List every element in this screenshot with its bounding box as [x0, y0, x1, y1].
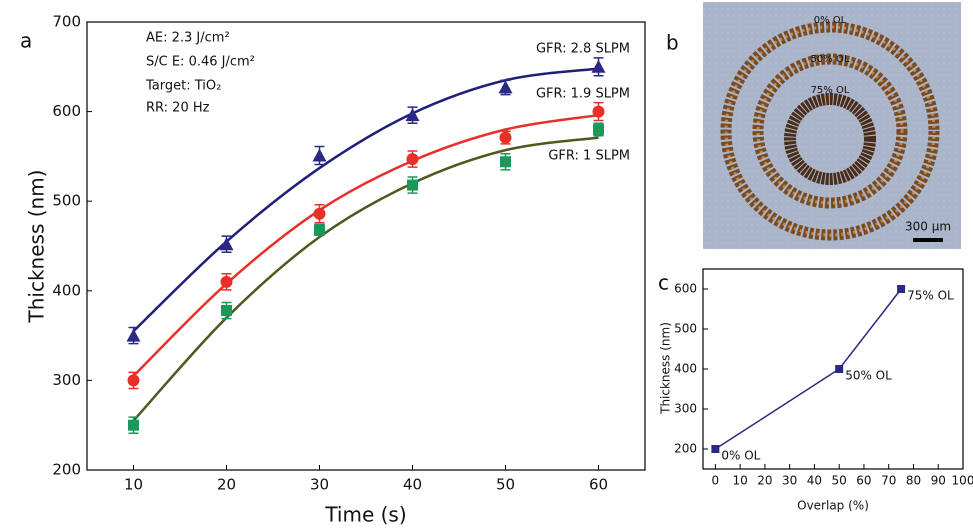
annotation: Target: TiO₂ — [145, 79, 221, 94]
series-label: GFR: 1 SLPM — [548, 149, 630, 164]
x-tick-label: 60 — [856, 474, 871, 488]
panel-label: a — [20, 29, 32, 53]
ring — [756, 57, 904, 205]
annotation: RR: 20 Hz — [146, 101, 210, 116]
marker — [500, 156, 511, 168]
marker — [126, 328, 141, 342]
x-tick-label: 100 — [952, 474, 973, 488]
x-tick-label: 40 — [807, 474, 822, 488]
marker — [498, 80, 513, 94]
y-tick-label: 200 — [52, 461, 81, 479]
x-axis-title: Overlap (%) — [797, 499, 869, 513]
marker — [593, 124, 604, 136]
panel-label: c — [658, 271, 669, 295]
x-tick-label: 50 — [496, 476, 515, 494]
plot-frame — [86, 21, 646, 471]
y-tick-label: 200 — [674, 442, 697, 456]
scale-bar — [913, 238, 943, 242]
x-tick-label: 90 — [931, 474, 946, 488]
y-tick-label: 600 — [52, 102, 81, 120]
x-tick-label: 20 — [757, 474, 772, 488]
marker — [219, 237, 234, 251]
point-label: 0% OL — [721, 449, 760, 463]
marker — [127, 374, 140, 387]
marker — [314, 224, 325, 236]
marker — [407, 179, 418, 191]
series-label: GFR: 1.9 SLPM — [536, 87, 630, 102]
ring-label: 50% OL — [811, 54, 850, 65]
x-tick-label: 10 — [124, 476, 143, 494]
x-tick-label: 10 — [733, 474, 748, 488]
y-tick-label: 700 — [52, 13, 81, 31]
marker — [312, 148, 327, 162]
panel-label: b — [666, 31, 679, 55]
marker — [313, 207, 326, 220]
x-tick-label: 50 — [832, 474, 847, 488]
fit-curve — [132, 136, 599, 422]
ring — [724, 25, 936, 237]
marker — [405, 108, 420, 122]
y-tick-label: 600 — [674, 282, 697, 296]
series-label: GFR: 2.8 SLPM — [536, 42, 630, 57]
y-tick-label: 500 — [52, 192, 81, 210]
x-tick-label: 30 — [782, 474, 797, 488]
point-label: 75% OL — [907, 289, 954, 303]
annotation: S/C E: 0.46 J/cm² — [146, 55, 255, 70]
micrograph — [703, 2, 961, 249]
marker — [406, 153, 419, 166]
marker — [592, 105, 605, 118]
point-label: 50% OL — [845, 369, 892, 383]
ring-label: 0% OL — [814, 15, 847, 26]
x-tick-label: 0 — [712, 474, 720, 488]
marker — [711, 445, 720, 453]
marker — [897, 285, 906, 293]
marker — [220, 275, 233, 288]
x-tick-label: 60 — [589, 476, 608, 494]
y-axis-title: Thickness (nm) — [25, 170, 49, 324]
marker — [128, 419, 139, 431]
marker — [221, 305, 232, 317]
annotation: AE: 2.3 J/cm² — [146, 31, 230, 46]
x-tick-label: 40 — [403, 476, 422, 494]
marker — [591, 59, 606, 73]
y-tick-label: 300 — [674, 402, 697, 416]
fit-curve — [132, 113, 599, 377]
marker — [835, 365, 844, 373]
x-tick-label: 20 — [217, 476, 236, 494]
x-axis-title: Time (s) — [324, 503, 406, 527]
y-tick-label: 400 — [52, 281, 81, 299]
marker — [499, 131, 512, 144]
ring-label: 75% OL — [811, 85, 850, 96]
y-axis-title: Thickness (nm) — [659, 322, 673, 415]
x-tick-label: 80 — [906, 474, 921, 488]
y-tick-label: 300 — [52, 371, 81, 389]
scale-bar-label: 300 µm — [905, 220, 951, 234]
y-tick-label: 500 — [674, 322, 697, 336]
x-tick-label: 30 — [310, 476, 329, 494]
y-tick-label: 400 — [674, 362, 697, 376]
x-tick-label: 70 — [881, 474, 896, 488]
ring — [784, 93, 876, 185]
